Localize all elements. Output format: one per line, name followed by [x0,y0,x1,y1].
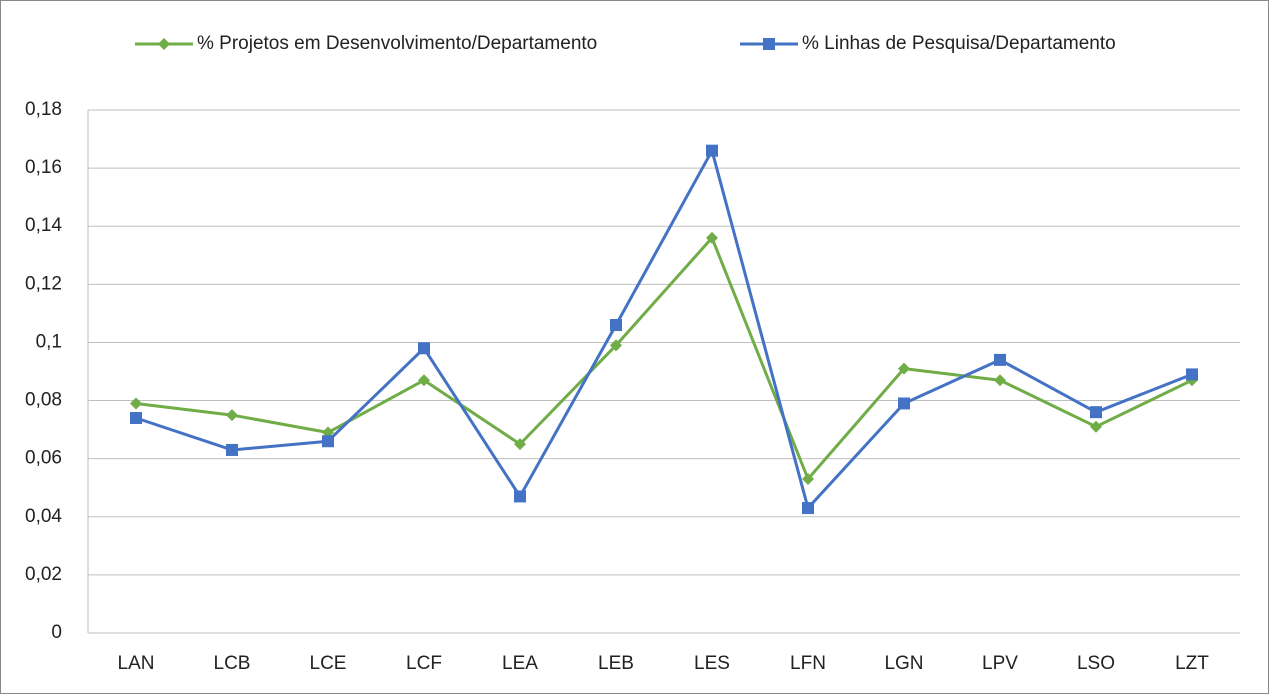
y-tick-label: 0,04 [25,506,62,527]
data-point [418,374,430,387]
data-point [130,397,142,410]
y-tick-label: 0,06 [25,448,62,469]
data-point [514,490,526,503]
x-tick-label: LAN [118,653,155,674]
data-point [994,353,1006,366]
y-tick-label: 0,18 [25,99,62,120]
y-tick-label: 0,14 [25,215,62,236]
x-tick-label: LZT [1175,653,1209,674]
x-tick-label: LSO [1077,653,1115,674]
data-point [802,502,814,515]
x-tick-label: LGN [884,653,923,674]
data-point [1186,368,1198,381]
y-tick-label: 0,1 [36,331,62,352]
series-line [135,236,1193,481]
x-tick-label: LEA [502,653,538,674]
y-tick-label: 0,16 [25,157,62,178]
data-point [1090,420,1102,433]
data-point [610,339,622,352]
series-line [135,149,1193,510]
data-point [898,362,910,375]
x-tick-label: LFN [790,653,826,674]
data-point [706,231,718,244]
x-tick-label: LEB [598,653,634,674]
data-point [898,397,910,410]
data-point [322,435,334,448]
data-point [994,374,1006,387]
x-tick-label: LES [694,653,730,674]
legend-label: % Projetos em Desenvolvimento/Departamen… [197,33,597,54]
legend-marker [158,38,170,50]
x-tick-label: LCE [310,653,347,674]
legend-label: % Linhas de Pesquisa/Departamento [802,33,1116,54]
data-point [130,411,142,424]
data-point [610,319,622,332]
data-point [1090,406,1102,419]
legend-marker [763,38,775,50]
y-tick-label: 0,08 [25,390,62,411]
y-tick-label: 0,02 [25,564,62,585]
x-tick-label: LCF [406,653,442,674]
data-point [226,443,238,456]
data-point [706,144,718,157]
y-tick-label: 0,12 [25,273,62,294]
data-point [514,438,526,451]
x-tick-label: LCB [214,653,251,674]
x-tick-label: LPV [982,653,1018,674]
data-point [802,473,814,486]
data-point [226,409,238,422]
data-point [418,342,430,355]
y-tick-label: 0 [51,622,62,643]
